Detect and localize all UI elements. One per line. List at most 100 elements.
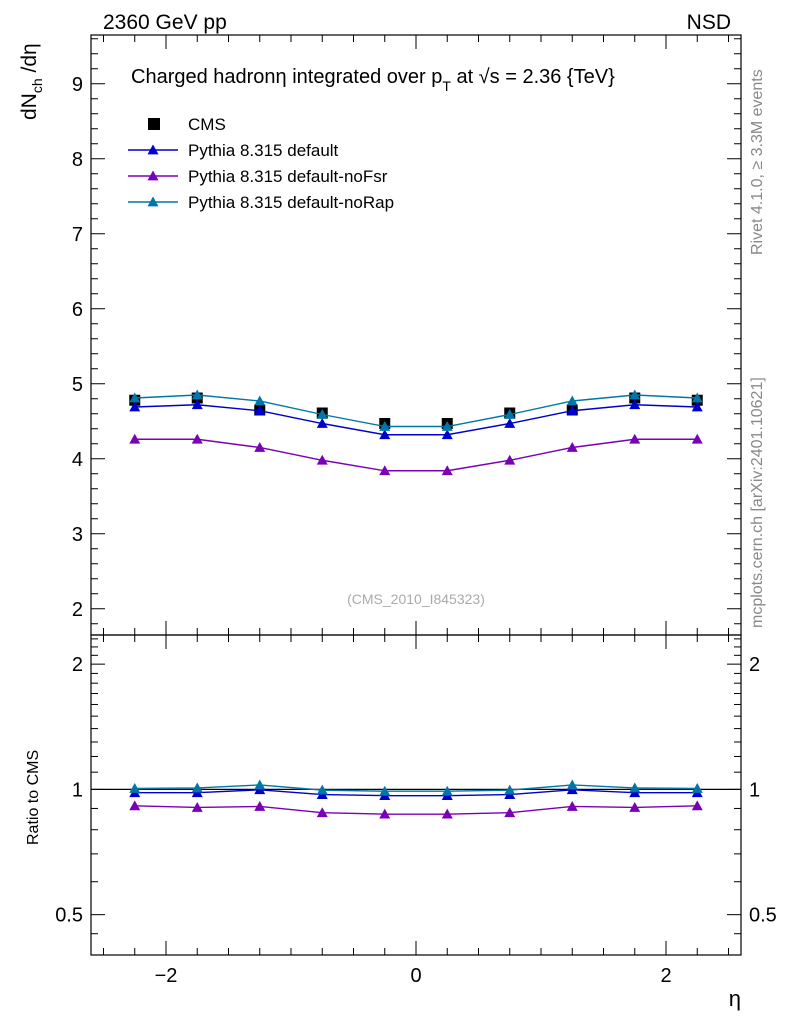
x-tick-label: 0 [410,965,421,987]
main-y-tick-label: 2 [72,599,83,621]
legend-entry-label: Pythia 8.315 default-noFsr [188,167,388,186]
legend-swatch-square [148,118,160,130]
legend-entry-label: Pythia 8.315 default-noRap [188,193,394,212]
header-process-label: NSD [687,11,731,34]
ratio-series-point [691,783,703,793]
mc-series-point [629,389,641,400]
mc-series-point [316,409,328,419]
x-tick-label: 2 [660,965,671,987]
ratio-series-point [504,784,516,795]
ylabel-main-part: dN [18,93,41,120]
mc-series-point [691,433,703,444]
mc-series-point [191,399,203,410]
x-tick-label: −2 [155,965,178,987]
title-main-part: Charged hadronη integrated over p [131,66,442,88]
legend-swatch-triangle [147,196,159,207]
ylabel-tail: /dη [18,43,41,78]
header-energy-label: 2360 GeV pp [103,11,227,34]
legend-swatch-triangle [147,144,159,155]
mc-series-point [129,401,141,412]
main-y-tick-label: 3 [72,524,83,546]
mc-series-point [691,401,703,412]
rivet-version-label: Rivet 4.1.0, ≥ 3.3M events [749,69,766,255]
main-y-tick-label: 6 [72,299,83,321]
ratio-series-point [504,807,516,818]
mc-series-point [441,429,453,440]
ylabel-subscript: ch [29,78,45,93]
analysis-watermark: (CMS_2010_I845323) [347,591,485,607]
mc-series-point [254,405,266,416]
ratio-series-point [191,782,203,793]
mc-series-point [316,454,328,465]
ratio-series-point [316,807,328,818]
ratio-y-tick-label-right: 1 [749,779,760,801]
ratio-series-point [191,801,203,812]
mc-series-point [566,405,578,416]
mc-series-point [504,454,516,465]
legend: CMS Pythia 8.315 default Pythia 8.315 defa… [128,115,394,212]
main-y-tick-label: 8 [72,149,83,171]
ratio-series-point [566,779,578,790]
mc-series-point [254,442,266,452]
title-tail: at √s = 2.36 {TeV} [451,66,615,88]
mc-series-point [129,392,141,403]
mc-series-point [504,418,516,428]
main-y-axis-label: dNch /dη [18,43,45,120]
ratio-y-tick-label: 2 [72,654,83,676]
mc-series-line [134,404,698,436]
mc-series-point [566,395,578,406]
ratio-y-tick-label-right: 2 [749,654,760,676]
mc-series-line [134,394,698,428]
mc-series-point [379,465,391,476]
main-series-group [129,389,703,476]
ratio-series-line [134,789,698,797]
mc-series-point [254,395,266,406]
main-y-tick-label: 9 [72,74,83,96]
ratio-series-point [629,782,641,793]
ratio-series-line [134,784,698,792]
ratio-series-point [379,785,391,796]
main-y-tick-label: 4 [72,449,83,471]
legend-entry-label: Pythia 8.315 default [188,141,339,160]
ratio-series-point [254,779,266,790]
ratio-y-axis-label: Ratio to CMS [25,750,42,845]
main-plot-title: Charged hadronη integrated over pT at √s… [131,66,615,94]
main-y-tick-label: 7 [72,224,83,246]
mc-series-point [441,465,453,476]
ratio-series-point [629,801,641,812]
ratio-series-point [379,808,391,819]
ratio-series-line [134,805,698,815]
mc-series-point [379,429,391,440]
ratio-series-point [441,785,453,796]
ratio-axis-ticks: 0.5 0.5 1 1 2 2 −2 0 2 [55,635,777,987]
ratio-series-point [566,800,578,811]
mc-series-point [566,442,578,452]
mcplots-label: mcplots.cern.ch [arXiv:2401.10621] [749,377,766,628]
ratio-y-tick-label: 0.5 [55,905,83,927]
mc-series-point [191,389,203,400]
mc-series-line [134,438,698,472]
mc-series-point [504,409,516,419]
ratio-series-point [316,784,328,795]
ratio-series-point [254,800,266,811]
legend-entry-label: CMS [188,115,226,134]
title-subscript: T [442,78,451,94]
ratio-series-point [691,800,703,811]
mc-series-point [441,421,453,431]
mc-series-point [191,433,203,444]
main-axis-ticks: 2 3 4 5 6 7 8 9 [72,35,741,635]
ratio-y-tick-label-right: 0.5 [749,905,777,927]
ratio-series-point [129,783,141,793]
legend-swatch-triangle [147,170,159,181]
ratio-series-point [129,800,141,811]
main-y-tick-label: 5 [72,374,83,396]
mc-series-point [379,421,391,431]
x-axis-label: η [729,986,741,1011]
ratio-y-tick-label: 1 [72,779,83,801]
mc-series-point [629,433,641,444]
mc-series-point [316,418,328,428]
mc-series-point [129,433,141,444]
ratio-series-group [129,779,703,819]
ratio-series-point [441,808,453,819]
